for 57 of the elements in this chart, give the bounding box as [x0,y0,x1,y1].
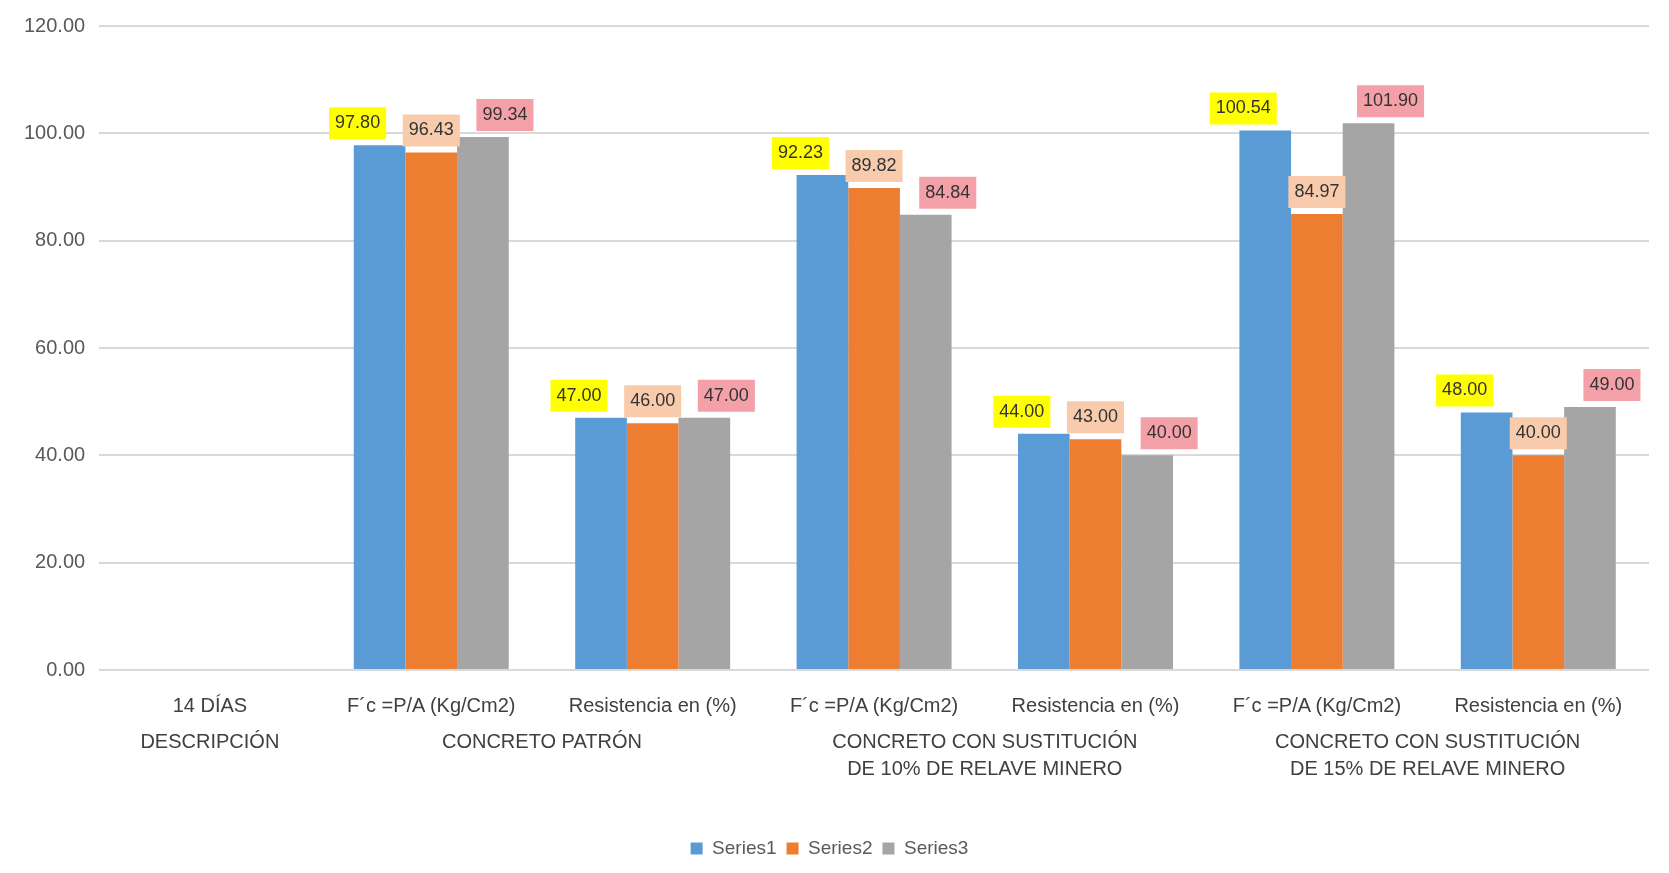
data-label: 100.54 [1215,97,1271,118]
x-tick-label: F´c =P/A (Kg/Cm2) [789,693,959,716]
y-tick-label: 80.00 [35,228,86,251]
x-tick-label: Resistencia en (%) [1011,693,1180,716]
legend-label: Series1 [712,836,777,858]
data-label: 47.00 [703,384,749,405]
bar [575,417,627,669]
y-tick-label: 0.00 [46,657,86,680]
bar [678,417,731,669]
data-label: 46.00 [630,390,676,411]
data-label: 96.43 [408,119,454,140]
bar [353,145,406,669]
legend-label: Series2 [808,836,873,858]
data-label: 92.23 [777,142,823,162]
bar [1512,455,1565,669]
bar [1564,407,1616,669]
bar [1291,213,1343,669]
x-tick-label: Resistencia en (%) [1454,693,1623,716]
data-label: 49.00 [1589,374,1635,394]
bar [626,423,679,669]
data-label: 43.00 [1072,406,1119,427]
bar [1239,130,1292,669]
data-label: 89.82 [851,154,897,175]
bar [1069,439,1122,669]
data-label: 40.00 [1146,422,1192,443]
data-label: 48.00 [1442,379,1488,400]
text: DESCRIPCIÓN [140,729,280,752]
text: CONCRETO CON SUSTITUCIÓN DE 15% DE RELAVE MINERO [1274,729,1581,779]
y-tick-label: 20.00 [35,550,86,573]
data-label: 44.00 [999,400,1045,421]
y-tick-label: 100.00 [24,120,86,143]
bar [1018,433,1070,669]
bar [405,152,458,669]
y-tick-label: 120.00 [24,13,86,36]
text: CONCRETO PATRÓN [441,729,642,752]
data-label: 40.00 [1515,422,1561,443]
bar [796,175,849,669]
bar [899,214,952,669]
bar [848,187,900,669]
bar [457,136,509,669]
data-label: 84.97 [1294,180,1340,201]
data-label: 99.34 [482,103,528,124]
bar [1460,412,1513,669]
data-label: 84.84 [925,181,971,202]
y-tick-label: 60.00 [35,335,86,358]
bar [1121,455,1173,669]
data-label: 47.00 [556,384,602,405]
legend-label: Series3 [903,836,969,858]
data-label: 101.90 [1363,90,1419,111]
text: CONCRETO CON SUSTITUCIÓN DE 10% DE RELAVE MINERO [832,729,1138,779]
bar [1342,123,1395,669]
x-tick-label: Resistencia en (%) [568,693,737,716]
data-label: 97.80 [335,112,381,133]
x-tick-label: 14 DÍAS [172,693,248,716]
y-tick-label: 40.00 [35,442,86,465]
x-tick-label: F´c =P/A (Kg/Cm2) [347,693,516,716]
x-tick-label: F´c =P/A (Kg/Cm2) [1232,693,1402,716]
